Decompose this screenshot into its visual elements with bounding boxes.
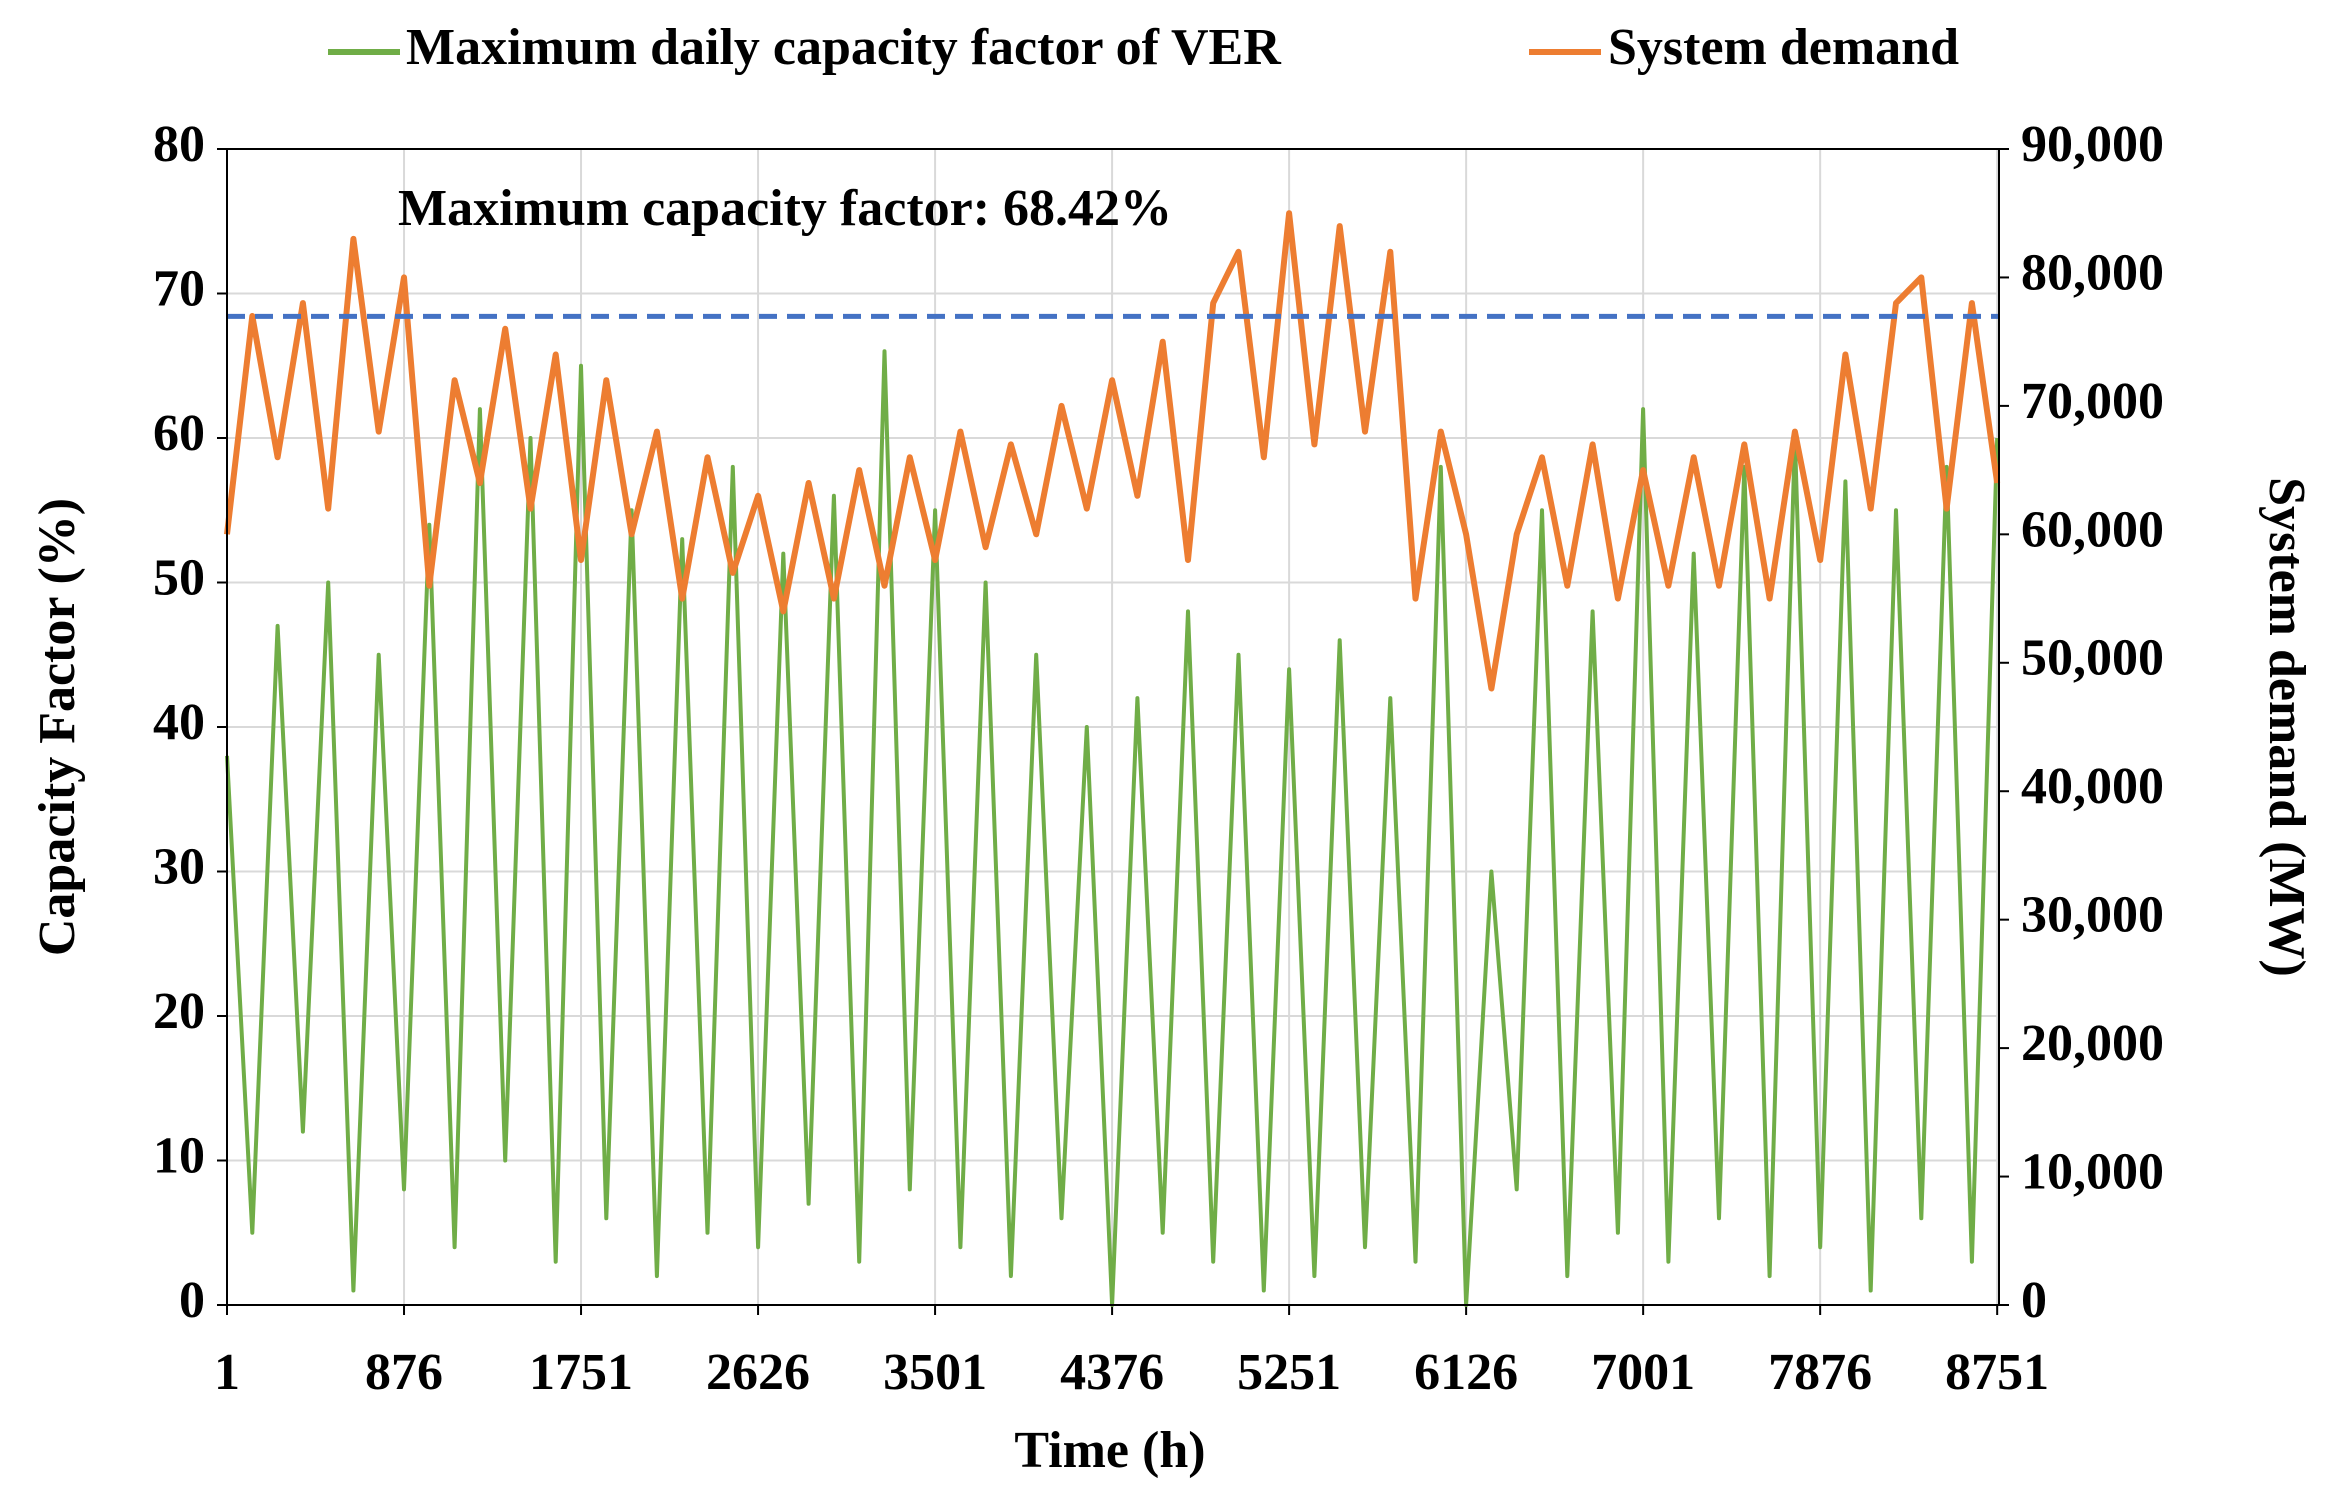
x-tick-label: 5251 [1237, 1344, 1341, 1401]
y-tick-label: 30 [153, 838, 205, 895]
y2-tick-label: 30,000 [2021, 887, 2164, 944]
y-axis-label: Capacity Factor (%) [29, 498, 86, 956]
y2-tick-label: 90,000 [2021, 116, 2164, 173]
x-tick-label: 1 [214, 1344, 240, 1401]
legend-label: Maximum daily capacity factor of VER [406, 19, 1282, 76]
y2-tick-label: 40,000 [2021, 758, 2164, 815]
y2-axis-label: System demand (MW) [2258, 477, 2315, 977]
x-tick-label: 876 [365, 1344, 443, 1401]
legend-label: System demand [1608, 19, 1959, 76]
y2-tick-label: 60,000 [2021, 501, 2164, 558]
y-tick-label: 0 [179, 1272, 205, 1329]
y2-tick-label: 20,000 [2021, 1015, 2164, 1072]
x-tick-label: 8751 [1945, 1344, 2049, 1401]
y-tick-label: 40 [153, 694, 205, 751]
y-tick-label: 50 [153, 549, 205, 606]
x-tick-label: 2626 [706, 1344, 810, 1401]
y-tick-label: 10 [153, 1127, 205, 1184]
x-tick-label: 7001 [1591, 1344, 1695, 1401]
y2-tick-label: 10,000 [2021, 1143, 2164, 1200]
y-tick-label: 60 [153, 405, 205, 462]
x-axis-label: Time (h) [1014, 1422, 1205, 1479]
x-tick-label: 3501 [883, 1344, 987, 1401]
x-tick-label: 6126 [1414, 1344, 1518, 1401]
series-line [224, 210, 2001, 692]
y2-tick-label: 70,000 [2021, 373, 2164, 430]
x-tick-label: 1751 [529, 1344, 633, 1401]
y2-tick-label: 50,000 [2021, 630, 2164, 687]
y-tick-label: 80 [153, 116, 205, 173]
x-tick-label: 4376 [1060, 1344, 1164, 1401]
y2-tick-label: 0 [2021, 1272, 2047, 1329]
annotation: Maximum capacity factor: 68.42% [398, 180, 1172, 237]
y-tick-label: 20 [153, 983, 205, 1040]
y2-tick-label: 80,000 [2021, 244, 2164, 301]
plot-frame [226, 148, 2000, 1306]
x-tick-label: 7876 [1768, 1344, 1872, 1401]
y-tick-label: 70 [153, 260, 205, 317]
